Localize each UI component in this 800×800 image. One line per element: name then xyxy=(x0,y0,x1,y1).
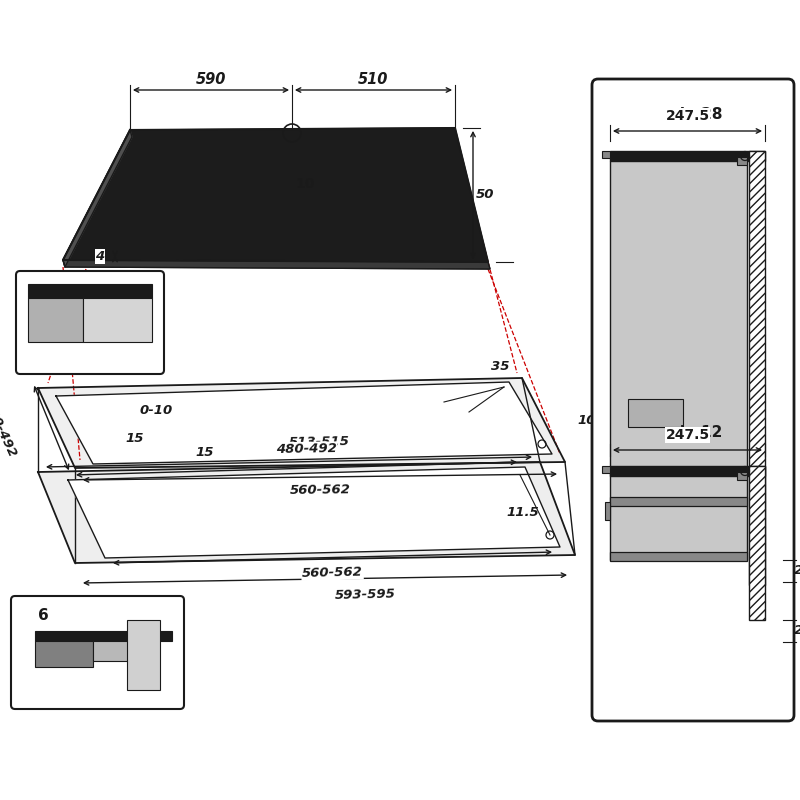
Text: 4: 4 xyxy=(95,250,105,263)
Bar xyxy=(628,399,683,427)
Bar xyxy=(610,552,747,561)
Polygon shape xyxy=(56,382,552,464)
Bar xyxy=(83,298,152,342)
FancyBboxPatch shape xyxy=(16,271,164,374)
Text: 480-492: 480-492 xyxy=(0,398,18,458)
Bar xyxy=(28,298,83,342)
Text: 593-595: 593-595 xyxy=(334,588,396,602)
FancyBboxPatch shape xyxy=(11,596,184,709)
Text: 10: 10 xyxy=(295,177,314,191)
Bar xyxy=(610,151,765,161)
Polygon shape xyxy=(63,260,490,269)
Bar xyxy=(737,157,747,165)
Text: 15: 15 xyxy=(126,431,144,445)
Text: 6: 6 xyxy=(38,607,48,622)
FancyBboxPatch shape xyxy=(592,79,794,721)
Bar xyxy=(610,161,747,560)
Bar xyxy=(749,151,765,585)
Polygon shape xyxy=(68,467,560,558)
Bar xyxy=(610,497,747,506)
Text: 590: 590 xyxy=(196,73,226,87)
Bar xyxy=(602,466,610,473)
Polygon shape xyxy=(63,130,132,267)
Text: 560-562: 560-562 xyxy=(290,483,350,497)
Text: 11.5: 11.5 xyxy=(506,506,539,518)
Polygon shape xyxy=(38,462,575,563)
Bar xyxy=(749,466,765,620)
Bar xyxy=(602,151,610,158)
Bar xyxy=(35,631,172,641)
Bar xyxy=(610,466,765,476)
Text: 20: 20 xyxy=(794,565,800,578)
Polygon shape xyxy=(38,378,565,468)
Text: 247.5: 247.5 xyxy=(666,109,710,123)
Text: 513-515: 513-515 xyxy=(288,435,350,449)
Text: 510: 510 xyxy=(358,73,389,87)
Text: 60: 60 xyxy=(667,574,686,587)
Polygon shape xyxy=(63,128,488,262)
Text: 50: 50 xyxy=(476,189,494,202)
Text: 560-562: 560-562 xyxy=(302,566,363,580)
Text: 35: 35 xyxy=(491,361,510,374)
Text: 0-10: 0-10 xyxy=(139,405,173,418)
Text: 15: 15 xyxy=(196,446,214,459)
Text: min 12: min 12 xyxy=(664,425,722,440)
Bar xyxy=(28,284,152,298)
Bar xyxy=(737,472,747,480)
Text: 247.5: 247.5 xyxy=(666,428,710,442)
Text: 20: 20 xyxy=(794,625,800,638)
Bar xyxy=(93,641,128,661)
Bar xyxy=(605,502,610,520)
Bar xyxy=(35,641,93,667)
Text: 10: 10 xyxy=(658,514,678,527)
Bar xyxy=(127,620,160,690)
Text: 480-492: 480-492 xyxy=(276,442,337,456)
Text: 100: 100 xyxy=(577,414,605,426)
Text: min 28: min 28 xyxy=(664,107,722,122)
